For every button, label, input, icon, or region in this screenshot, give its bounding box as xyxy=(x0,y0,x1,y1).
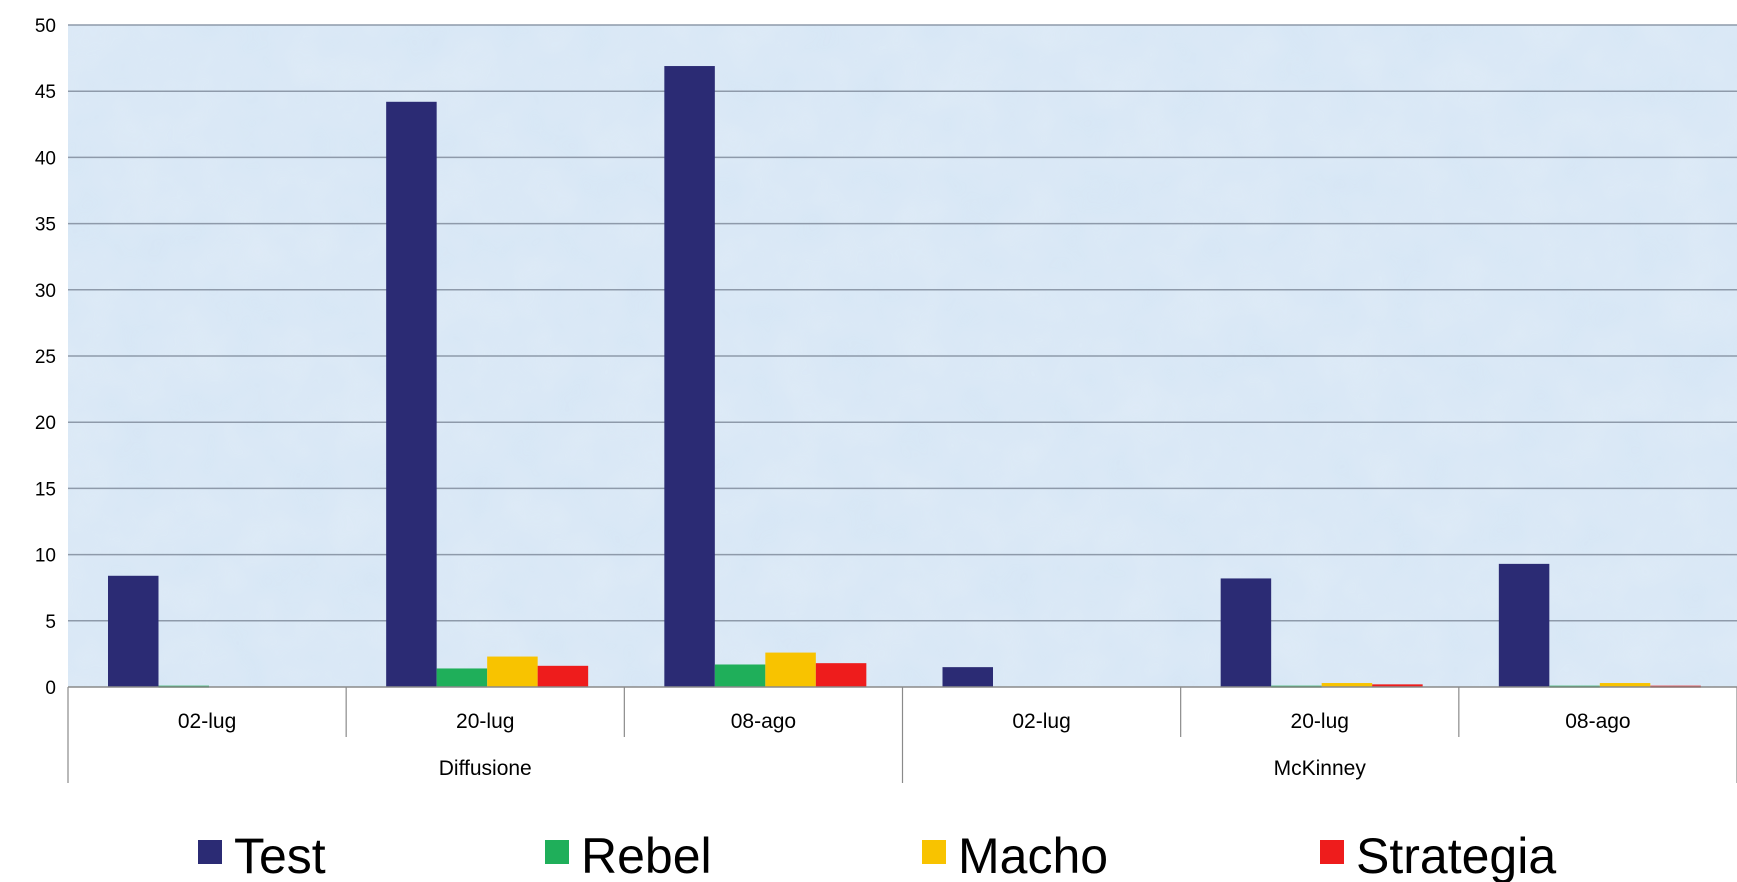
bar-rebel-2 xyxy=(714,664,766,687)
legend-swatch-macho xyxy=(922,840,946,864)
y-tick-label: 25 xyxy=(35,347,56,368)
y-tick-label: 45 xyxy=(35,82,56,103)
legend: Test Rebel Macho Strategia xyxy=(198,828,1556,882)
y-tick-label: 0 xyxy=(45,678,56,699)
x-tick-label: 20-lug xyxy=(1291,710,1349,733)
bar-test-4 xyxy=(1220,578,1272,687)
y-tick-label: 15 xyxy=(35,479,56,500)
bars xyxy=(108,66,1701,688)
legend-label-rebel: Rebel xyxy=(581,828,712,882)
axes: 0 5 10 15 20 25 30 35 40 45 50 02-lug 20-lug 08-ago 02… xyxy=(35,16,1737,783)
gridlines xyxy=(68,24,1737,622)
group-label: Diffusione xyxy=(439,757,532,780)
bar-test-5 xyxy=(1498,563,1550,687)
y-tick-label: 10 xyxy=(35,546,56,567)
legend-label-strategia: Strategia xyxy=(1356,828,1556,882)
bar-test-3 xyxy=(942,667,993,687)
bar-macho-1 xyxy=(487,656,538,687)
y-tick-label: 40 xyxy=(35,148,56,169)
y-tick-label: 30 xyxy=(35,281,56,302)
y-tick-label: 35 xyxy=(35,215,56,236)
bar-strategia-4 xyxy=(1372,684,1423,687)
bar-test-2 xyxy=(664,66,715,687)
bar-strategia-1 xyxy=(537,665,589,687)
bar-macho-2 xyxy=(765,652,816,687)
x-tick-label: 08-ago xyxy=(731,710,796,733)
legend-swatch-strategia xyxy=(1320,840,1344,864)
y-tick-label: 50 xyxy=(35,16,56,37)
bar-macho-5 xyxy=(1599,683,1651,687)
y-tick-label: 20 xyxy=(35,413,56,434)
legend-label-test: Test xyxy=(234,828,326,882)
bar-macho-4 xyxy=(1321,683,1373,687)
bar-strategia-2 xyxy=(815,663,867,687)
bar-rebel-1 xyxy=(436,668,488,687)
legend-label-macho: Macho xyxy=(958,828,1108,882)
x-tick-label: 08-ago xyxy=(1565,710,1630,733)
y-tick-label: 5 xyxy=(45,612,56,633)
x-tick-label: 02-lug xyxy=(1012,710,1070,733)
legend-swatch-test xyxy=(198,840,222,864)
group-label: McKinney xyxy=(1274,757,1367,780)
bar-test-1 xyxy=(386,101,437,688)
legend-swatch-rebel xyxy=(545,840,569,864)
x-tick-label: 02-lug xyxy=(178,710,236,733)
bar-test-0 xyxy=(108,575,159,687)
x-tick-label: 20-lug xyxy=(456,710,514,733)
